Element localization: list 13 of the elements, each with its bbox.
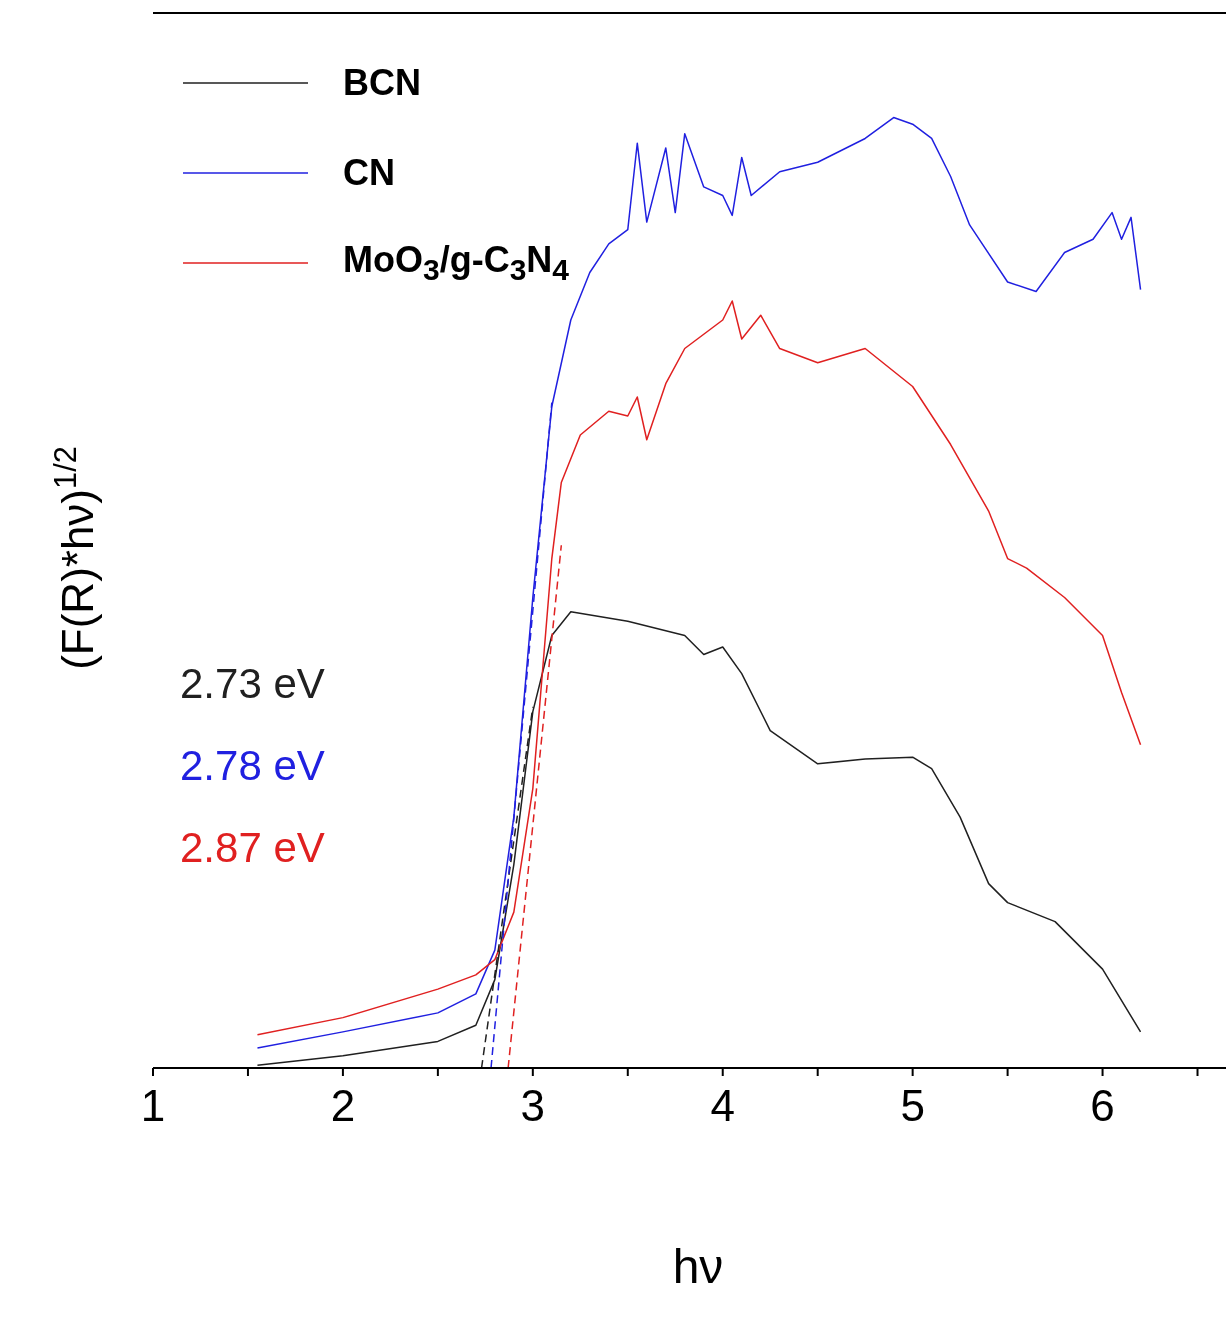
x-tick-label: 6 [1090,1081,1115,1131]
x-axis-title: hν [672,1240,724,1293]
legend-label: MoO$_{3}$/g-C$_{3}$N$_{4}$ [343,238,570,288]
x-tick-label: 2 [330,1081,356,1131]
x-tick-label: 1 [140,1081,166,1131]
annotation: 2.73 eV [180,660,325,707]
legend-label: CN [343,152,395,194]
legend-label: BCN [343,62,421,104]
annotation: 2.87 eV [180,824,325,871]
x-tick-label: 3 [520,1081,546,1131]
x-tick-label: 5 [900,1081,925,1131]
annotation: 2.78 eV [180,742,325,789]
x-tick-label: 4 [710,1081,735,1131]
